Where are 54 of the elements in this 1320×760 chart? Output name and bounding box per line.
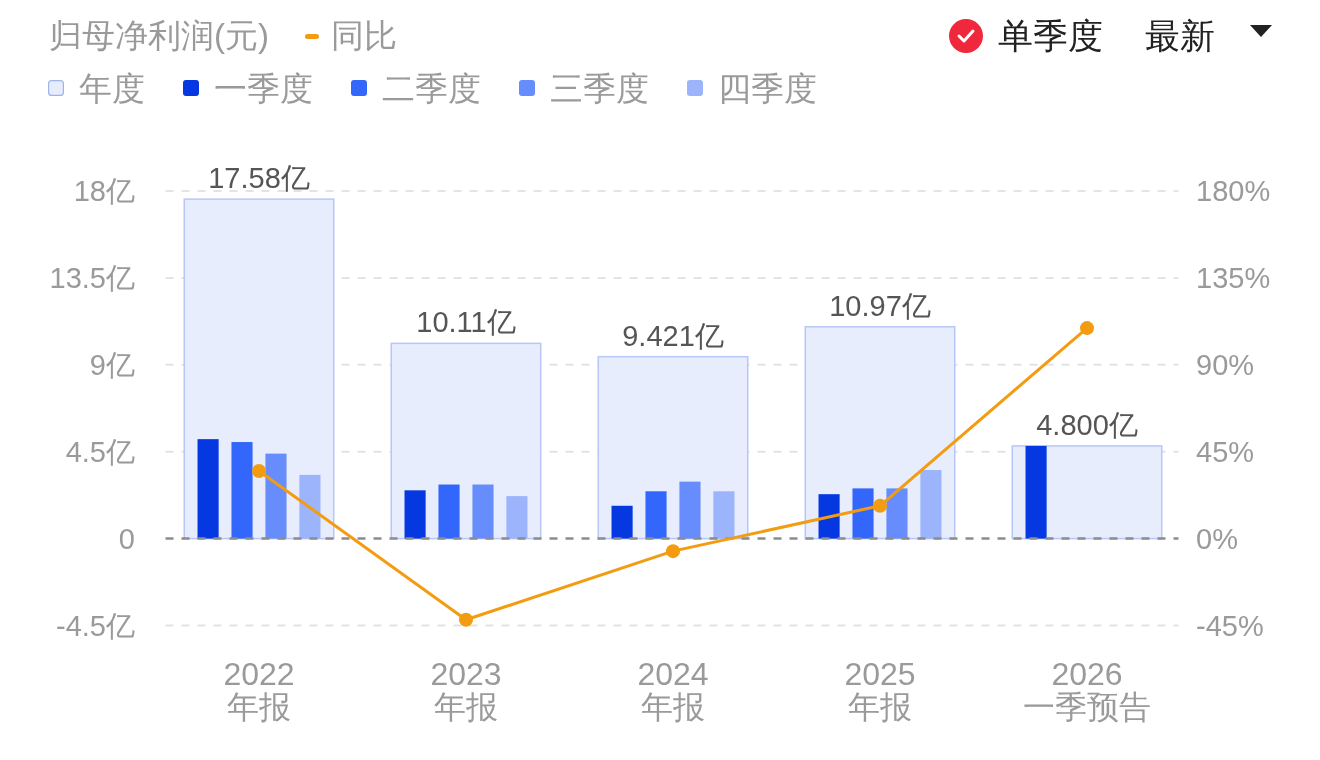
point (459, 612, 473, 627)
legend-line: 同比 (305, 17, 397, 54)
bar (611, 505, 633, 539)
bar (197, 439, 219, 539)
bar (713, 491, 735, 539)
y2-tick-label: 0% (1196, 523, 1238, 556)
legend-label: 四季度 (718, 70, 817, 107)
x-tick-label: 2026 一季预告 (1023, 656, 1151, 725)
y-tick-label: 13.5亿 (49, 262, 135, 295)
y-tick-label: -4.5亿 (56, 609, 135, 642)
y-tick-label: 18亿 (73, 175, 135, 208)
x-tick-label: 2024 年报 (637, 656, 709, 725)
legend-label: 三季度 (550, 70, 649, 107)
x-tick-label: 2025 年报 (844, 656, 916, 725)
data-label: 17.58亿 (208, 162, 310, 195)
y-tick-label: 0 (118, 523, 135, 556)
bar (852, 488, 874, 539)
bar (265, 453, 287, 539)
bar (438, 484, 460, 539)
bar (645, 491, 667, 539)
y-tick-label: 4.5亿 (65, 436, 135, 469)
legend-label: 一季度 (214, 70, 313, 107)
y2-tick-label: 45% (1196, 436, 1255, 469)
data-label: 10.11亿 (416, 306, 516, 339)
bar (506, 496, 528, 539)
point (873, 498, 887, 513)
bar (679, 481, 701, 539)
point (666, 544, 680, 559)
bar (818, 494, 840, 539)
bar (920, 470, 942, 539)
bar (472, 484, 494, 539)
bar (1025, 445, 1047, 539)
point (1080, 321, 1094, 336)
point (252, 464, 266, 479)
x-tick-label: 2022 年报 (223, 656, 295, 725)
legend-label: 二季度 (382, 70, 481, 107)
y2-tick-label: 180% (1196, 175, 1271, 208)
y2-tick-label: 90% (1196, 349, 1255, 382)
control-option: 最新 (1145, 16, 1215, 55)
bar (886, 488, 908, 539)
legend-label: 同比 (330, 17, 397, 54)
y2-tick-label: 135% (1196, 262, 1271, 295)
data-label: 4.800亿 (1036, 408, 1138, 441)
bar (404, 490, 426, 539)
bar (231, 442, 253, 539)
control-toggle: 单季度 (998, 16, 1103, 55)
title: 归母净利润(元) (49, 17, 269, 54)
x-tick-label: 2023 年报 (430, 656, 502, 725)
legend-label: 年度 (79, 70, 145, 107)
data-label: 9.421亿 (622, 319, 724, 352)
y-tick-label: 9亿 (89, 349, 135, 382)
bar (299, 474, 321, 539)
y2-tick-label: -45% (1196, 609, 1264, 642)
data-label: 10.97亿 (829, 289, 931, 322)
